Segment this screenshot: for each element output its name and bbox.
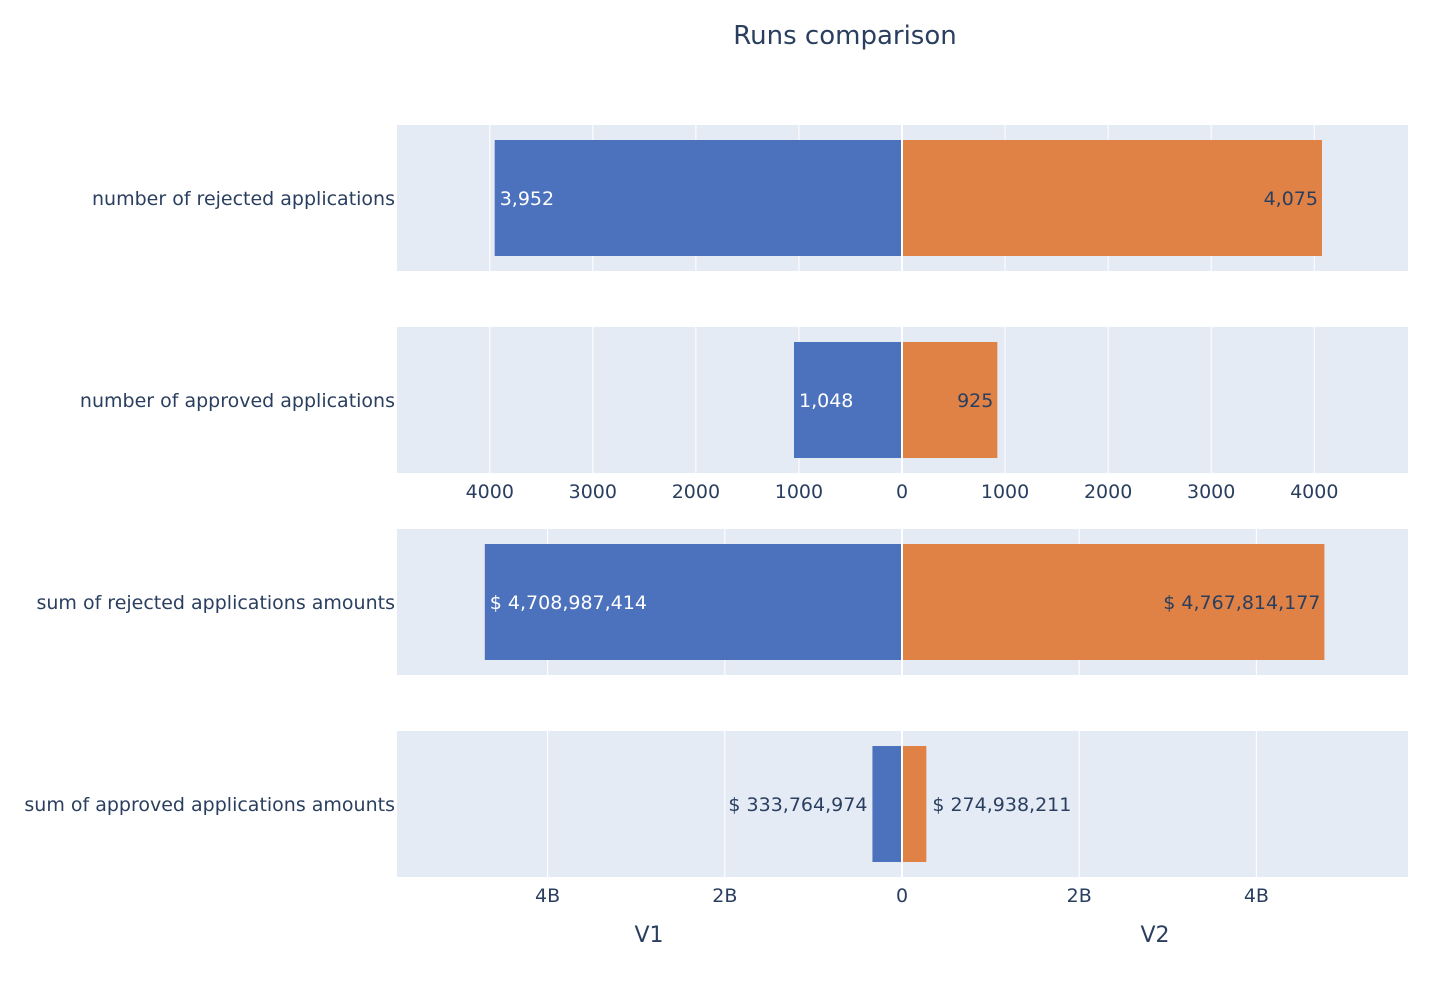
tick-label: 3000 [569,481,617,503]
data-label-v1: $ 4,708,987,414 [490,592,647,614]
tick-label: 4B [1244,885,1269,907]
data-label-v1: $ 333,764,974 [728,794,867,816]
bottom-label-v1: V1 [634,923,663,948]
category-label: sum of rejected applications amounts [36,592,395,614]
tick-label: 2B [712,885,737,907]
tick-label: 2000 [672,481,720,503]
tick-label: 4000 [1290,481,1338,503]
tick-label: 0 [896,885,908,907]
tick-label: 1000 [981,481,1029,503]
bar-v2 [902,342,998,458]
tick-label: 1000 [775,481,823,503]
data-label-v1: 1,048 [799,390,853,412]
data-label-v1: 3,952 [500,188,554,210]
chart-title: Runs comparison [733,21,956,51]
bar-v2 [902,544,1325,660]
bar-v1 [484,544,902,660]
data-label-v2: 925 [957,390,993,412]
data-label-v2: $ 4,767,814,177 [1163,592,1320,614]
bottom-label-v2: V2 [1140,923,1169,948]
category-label: sum of approved applications amounts [24,794,395,816]
data-label-v2: $ 274,938,211 [932,794,1071,816]
tick-label: 0 [896,481,908,503]
tick-label: 4000 [466,481,514,503]
bar-v1 [793,342,902,458]
bar-v1 [872,746,902,862]
bar-v2 [902,140,1322,256]
bar-v1 [494,140,902,256]
tick-label: 2000 [1084,481,1132,503]
category-label: number of rejected applications [92,188,395,210]
data-label-v2: 4,075 [1264,188,1318,210]
bar-v2 [902,746,927,862]
tick-label: 3000 [1187,481,1235,503]
category-label: number of approved applications [80,390,395,412]
tick-label: 2B [1067,885,1092,907]
tick-label: 4B [535,885,560,907]
